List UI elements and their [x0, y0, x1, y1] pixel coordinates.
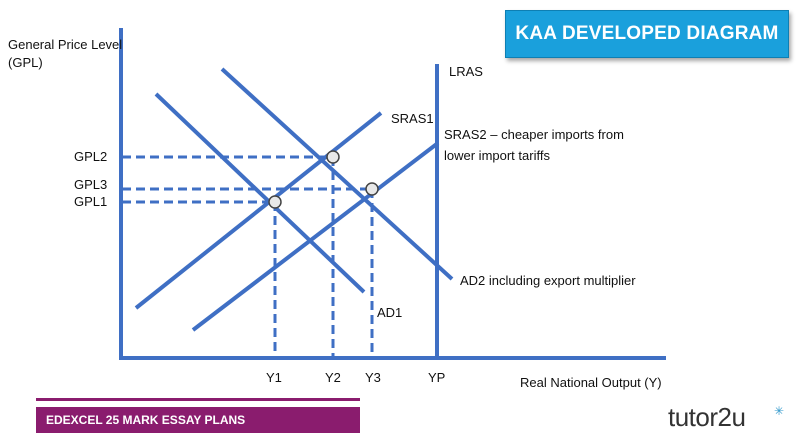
footer-divider	[36, 398, 360, 401]
y-axis-title: General Price Level (GPL)	[8, 37, 123, 70]
ad1-line	[154, 92, 366, 294]
lras-label: LRAS	[449, 64, 483, 79]
sras2-line	[191, 141, 440, 332]
diagram-title: KAA DEVELOPED DIAGRAM	[505, 10, 789, 58]
sras2-label-line1: SRAS2 – cheaper imports from	[444, 127, 624, 142]
y1-label: Y1	[266, 370, 282, 385]
equilibrium-point-1	[268, 195, 282, 209]
yp-label: YP	[428, 370, 445, 385]
gpl1-label: GPL1	[74, 194, 107, 209]
sparkle-icon: ✳	[774, 404, 785, 418]
gpl3-label: GPL3	[74, 177, 107, 192]
ad1-label: AD1	[377, 305, 402, 320]
tutor2u-logo: tutor2u	[668, 402, 746, 432]
ad2-line	[220, 67, 454, 281]
footer-banner: EDEXCEL 25 MARK ESSAY PLANS	[36, 407, 360, 433]
sras1-line	[134, 111, 383, 310]
gpl2-label: GPL2	[74, 149, 107, 164]
equilibrium-point-2	[326, 150, 340, 164]
sras2-label-line2: lower import tariffs	[444, 148, 550, 163]
equilibrium-point-3	[365, 182, 379, 196]
ad2-label: AD2 including export multiplier	[460, 273, 636, 288]
sras1-label: SRAS1	[391, 111, 434, 126]
x-axis-title: Real National Output (Y)	[520, 375, 662, 390]
y2-label: Y2	[325, 370, 341, 385]
y3-label: Y3	[365, 370, 381, 385]
